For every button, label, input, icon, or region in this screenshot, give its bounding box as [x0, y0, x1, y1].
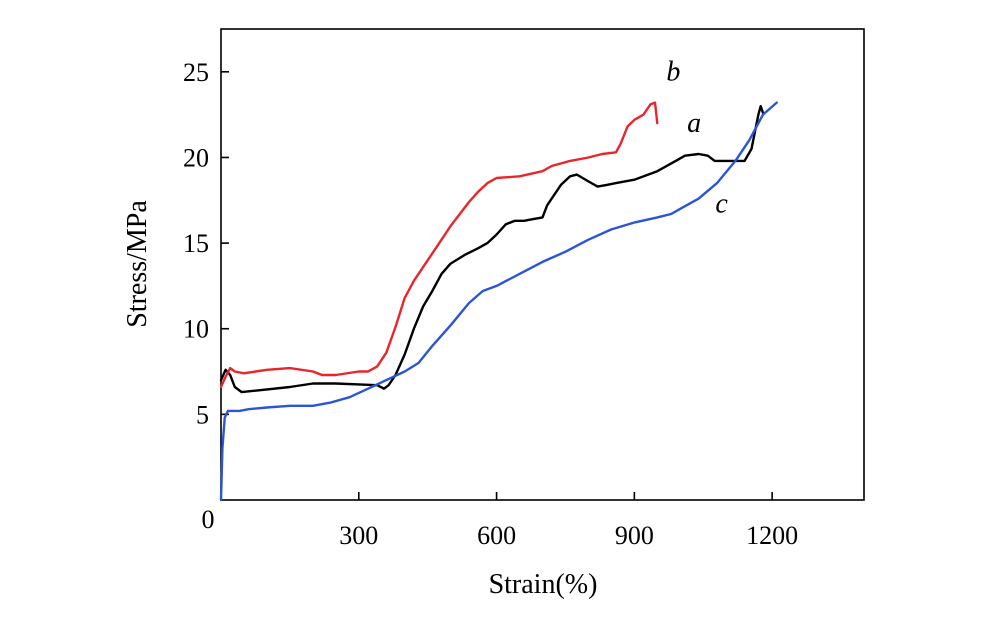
series-label-a: a — [687, 108, 701, 139]
x-tick-label: 600 — [477, 521, 516, 550]
y-tick-label: 10 — [183, 315, 209, 344]
y-axis: 5 10 15 20 25 — [183, 58, 229, 429]
x-tick-label: 900 — [615, 521, 654, 550]
y-tick-label: 5 — [196, 400, 209, 429]
y-tick-label: 15 — [183, 229, 209, 258]
x-tick-label: 1200 — [746, 521, 798, 550]
x-tick-label: 300 — [339, 521, 378, 550]
series-line-a — [219, 104, 765, 394]
x-axis: 300 600 900 1200 — [339, 492, 798, 550]
y-tick-label: 25 — [183, 58, 209, 87]
series-line-c — [219, 101, 778, 502]
x-axis-title: Strain(%) — [489, 569, 598, 600]
series-label-c: c — [715, 188, 728, 219]
series-label-b: b — [666, 56, 680, 87]
plot-frame — [220, 28, 865, 501]
y-tick-label: 20 — [183, 143, 209, 172]
series-line-b — [219, 101, 659, 389]
y-axis-title: Stress/MPa — [122, 200, 153, 328]
series-layer: ab c — [219, 56, 778, 502]
origin-label: 0 — [202, 505, 215, 534]
